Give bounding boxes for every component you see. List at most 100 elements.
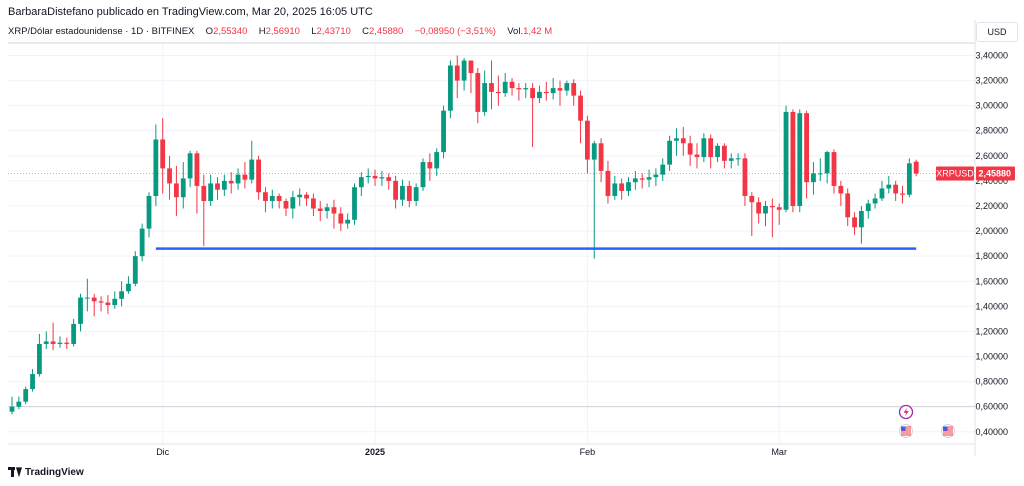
lightning-icon-bolt (903, 407, 909, 417)
candle-body (687, 143, 693, 155)
candle-body (324, 207, 330, 212)
candle-body (722, 145, 727, 161)
candle-body (893, 184, 899, 194)
chart-frame (8, 20, 976, 456)
candle-body (804, 113, 809, 183)
last-price-tag: XRPUSD 2,45880 (936, 166, 1015, 181)
candle-body (16, 401, 22, 407)
y-tick-label: 0,60000 (975, 402, 1008, 412)
candle-body (619, 183, 625, 191)
candle-body (859, 211, 864, 228)
y-tick-label: 0,80000 (975, 377, 1008, 387)
candle-body (297, 194, 303, 198)
candle-body (468, 60, 474, 74)
x-tick-label: Feb (580, 447, 596, 457)
ohlc-change-value: −0,08950 (−3,51%) (414, 26, 496, 37)
y-axis[interactable]: 3,40000 3,20000 3,00000 2,80000 2,60000 2,400… (975, 50, 1008, 436)
ohlc-close-label: C (362, 26, 369, 37)
candle-body (30, 374, 35, 390)
candle-body (694, 154, 700, 158)
candle-body (256, 159, 261, 193)
y-tick-label: 1,20000 (975, 326, 1008, 336)
symbol-title: XRP/Dólar estadounidense · 1D · BITFINEX (8, 26, 195, 37)
candle-body (489, 83, 494, 92)
candle-body (811, 173, 816, 183)
y-tick-label: 1,40000 (975, 301, 1008, 311)
candle-body (201, 185, 207, 201)
candle-body (543, 91, 549, 94)
us-flag-event-icon[interactable] (941, 424, 955, 438)
candle-body (523, 88, 529, 90)
candle-body (708, 138, 714, 158)
candle-body (653, 174, 659, 178)
tradingview-logo[interactable]: TradingView (8, 467, 84, 478)
y-tick-label: 3,40000 (975, 50, 1008, 60)
flag-stripe (943, 434, 953, 436)
ohlc-high-value: 2,56910 (265, 26, 300, 37)
candle-body (78, 297, 83, 324)
candle-body (43, 341, 49, 344)
candle-body (167, 168, 172, 184)
candle-body (64, 342, 70, 344)
candle-body (475, 73, 481, 112)
lightning-icon[interactable] (898, 404, 914, 420)
candle-body (174, 183, 179, 198)
candle-body (879, 188, 885, 199)
candle-body (379, 177, 385, 179)
candle-body (393, 180, 398, 200)
candle-body (550, 88, 556, 94)
candle-body (365, 175, 371, 178)
y-tick-label: 2,60000 (975, 151, 1008, 161)
candle-body (352, 187, 357, 220)
candle-body (735, 158, 741, 160)
x-axis[interactable]: Dic 2025 Feb Mar (156, 447, 787, 457)
candle-body (283, 200, 289, 209)
y-tick-label: 0,40000 (975, 427, 1008, 437)
ohlc-open-label: O (205, 26, 214, 37)
flag-canton (901, 426, 906, 431)
candle-body (578, 95, 583, 121)
flag-canton (943, 426, 948, 431)
us-flag-event-icon[interactable] (899, 424, 913, 438)
price-tag-value-bg (976, 166, 1015, 181)
candle-body (817, 173, 823, 175)
candle-body (626, 182, 631, 191)
candle-body (749, 195, 755, 203)
candle-body (639, 178, 645, 180)
flag-stripe (943, 426, 953, 428)
candle-body (91, 297, 97, 302)
price-tag-value: 2,45880 (978, 169, 1011, 179)
candle-body (119, 291, 124, 299)
event-markers[interactable] (898, 404, 955, 438)
candle-body (153, 139, 159, 196)
candle-body (886, 184, 892, 189)
candle-body (249, 159, 255, 180)
candle-body (783, 111, 789, 210)
candle-body (769, 205, 775, 208)
x-tick-label: 2025 (365, 447, 385, 457)
candle-body (311, 198, 316, 209)
candle-body (358, 177, 364, 188)
candle-body (838, 185, 844, 194)
candle-body (372, 175, 378, 179)
publish-info: BarbaraDistefano publicado en TradingVie… (8, 6, 373, 18)
flag-stripe (943, 430, 953, 432)
candle-body (105, 302, 111, 306)
ohlc-open-value: 2,55340 (213, 26, 248, 37)
ohlc-low-value: 2,43710 (316, 26, 351, 37)
flag-stripe (901, 432, 911, 434)
candle-body (598, 143, 604, 171)
currency-button[interactable]: USD (976, 22, 1018, 42)
candle-body (228, 180, 234, 184)
candle-body (345, 219, 351, 224)
candle-body (585, 120, 590, 160)
symbol-legend: XRP/Dólar estadounidense · 1D · BITFINEX… (8, 26, 552, 37)
candle-body (338, 213, 344, 224)
grid-lines (8, 44, 975, 444)
candle-body (400, 185, 405, 200)
candle-body (557, 88, 563, 91)
flag-stripe (901, 430, 911, 432)
candle-body (317, 208, 323, 212)
candle-body (852, 217, 857, 228)
